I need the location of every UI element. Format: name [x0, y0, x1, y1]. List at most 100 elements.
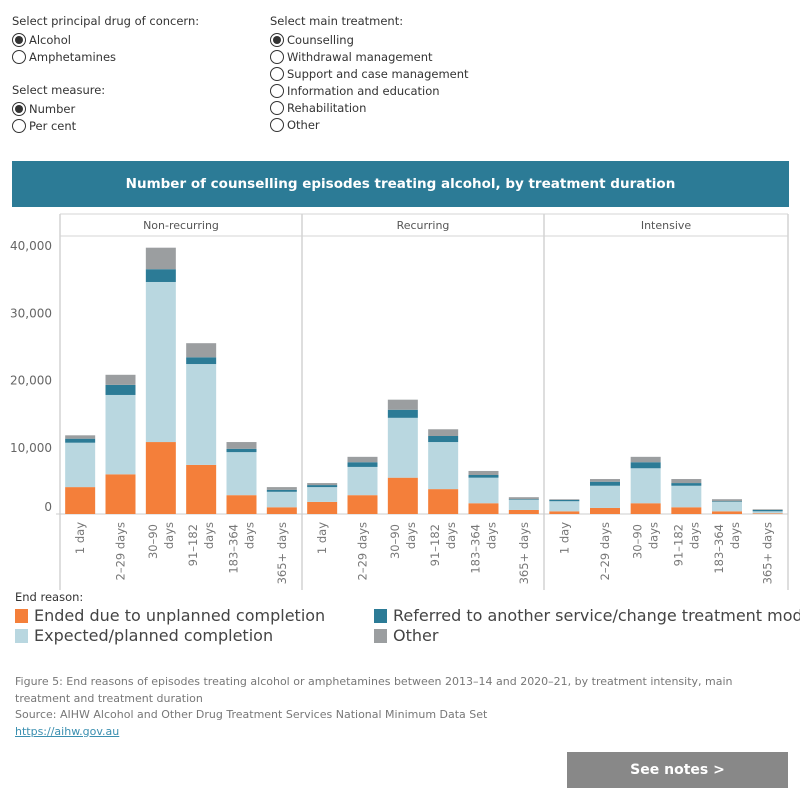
radio-support-case-management[interactable]: Support and case management	[270, 65, 469, 82]
x-tick-label: 365+ days	[275, 522, 289, 584]
legend-swatch	[374, 608, 387, 623]
bar-segment	[387, 399, 418, 410]
radio-amphetamines[interactable]: Amphetamines	[12, 48, 199, 65]
bar-segment	[226, 442, 257, 449]
legend-item-other[interactable]: Other	[374, 626, 438, 645]
drug-selector-label: Select principal drug of concern:	[12, 14, 200, 28]
bar-segment	[590, 481, 620, 486]
aihw-link[interactable]: https://aihw.gov.au	[15, 724, 120, 738]
radio-other[interactable]: Other	[270, 116, 469, 133]
x-tick-label-text: 2–29 days	[114, 522, 128, 581]
bar-segment	[186, 364, 217, 465]
bar-segment	[630, 462, 661, 469]
radio-unselected-icon[interactable]	[270, 66, 284, 81]
x-tick-label-text: days	[485, 522, 499, 549]
bar-segment	[226, 452, 257, 496]
radio-withdrawal-management[interactable]: Withdrawal management	[270, 48, 469, 65]
legend-title: End reason:	[15, 590, 84, 604]
legend-item-referred[interactable]: Referred to another service/change treat…	[374, 606, 800, 625]
x-tick-label-text: days	[162, 522, 176, 549]
legend-label: Other	[393, 626, 439, 645]
bar-segment	[226, 448, 257, 453]
bar-segment	[65, 438, 96, 443]
bar-segment	[307, 487, 338, 502]
legend-label: Expected/planned completion	[34, 626, 274, 645]
legend: End reason:	[15, 590, 83, 608]
radio-per-cent[interactable]: Per cent	[12, 117, 105, 134]
x-tick-label-text: days	[404, 522, 418, 549]
bar-segment	[468, 474, 499, 478]
x-tick-label-text: 365+ days	[761, 522, 775, 584]
option-label: Support and case management	[287, 66, 469, 81]
legend-swatch	[15, 628, 28, 643]
bar-segment	[468, 477, 499, 504]
radio-selected-icon[interactable]	[12, 32, 26, 47]
bar-segment	[307, 485, 338, 488]
x-tick-label-text: 91–182	[671, 524, 685, 566]
bar-segment	[307, 483, 338, 486]
bar-segment	[105, 384, 136, 395]
x-tick-label-text: 2–29 days	[356, 522, 370, 581]
bar-segment	[347, 456, 378, 463]
bar-segment	[387, 409, 418, 418]
bar-segment	[468, 470, 499, 475]
radio-number[interactable]: Number	[12, 100, 105, 117]
measure-selector: Select measure: Number Per cent	[12, 83, 105, 134]
radio-unselected-icon[interactable]	[270, 117, 284, 132]
x-tick-label: 91–182 days	[671, 522, 701, 566]
x-tick-label-text: 1 day	[73, 522, 87, 554]
source-note: Source: AIHW Alcohol and Other Drug Trea…	[15, 708, 488, 721]
bar-segment	[671, 479, 702, 484]
bar-segment	[508, 499, 539, 500]
bar-segment	[65, 442, 96, 488]
bar-segment	[387, 477, 418, 514]
bar-segment	[590, 485, 620, 508]
radio-unselected-icon[interactable]	[270, 100, 284, 115]
stacked-bar-chart: 0 10,000 20,000 30,000 40,000 Non-recurring 1 …	[10, 213, 789, 590]
x-tick-label-text: 1 day	[315, 522, 329, 554]
bar-segment	[428, 442, 459, 490]
bar-segment	[105, 394, 136, 475]
bar-segment	[590, 479, 620, 482]
bar-segment	[671, 507, 702, 514]
legend-label: Ended due to unplanned completion	[34, 606, 326, 625]
radio-unselected-icon[interactable]	[270, 49, 284, 64]
x-tick-label: 1 day	[315, 522, 329, 554]
see-notes-button[interactable]: See notes >	[567, 752, 788, 788]
radio-alcohol[interactable]: Alcohol	[12, 31, 199, 48]
x-tick-label: 2–29 days	[598, 522, 612, 581]
radio-selected-icon[interactable]	[12, 101, 26, 116]
panel-header-intensive: Intensive	[641, 219, 692, 232]
bar-segment	[428, 489, 459, 514]
radio-information-education[interactable]: Information and education	[270, 82, 469, 99]
bar-segment	[65, 435, 96, 439]
option-label: Per cent	[29, 118, 77, 133]
radio-counselling[interactable]: Counselling	[270, 31, 469, 48]
x-tick-label-text: 2–29 days	[598, 522, 612, 581]
bar-segment	[508, 497, 539, 500]
bar-segment	[468, 503, 499, 514]
radio-rehabilitation[interactable]: Rehabilitation	[270, 99, 469, 116]
x-tick-label-text: 30–90	[631, 524, 645, 559]
bar-segment	[712, 501, 742, 502]
bar-segment	[186, 357, 217, 365]
radio-unselected-icon[interactable]	[12, 118, 26, 133]
option-label: Information and education	[287, 83, 440, 98]
bar-segment	[752, 509, 783, 510]
radio-selected-icon[interactable]	[270, 32, 284, 47]
treatment-selector: Select main treatment: Counselling Withd…	[270, 14, 469, 133]
radio-unselected-icon[interactable]	[270, 83, 284, 98]
bar-segment	[307, 501, 338, 514]
bar-segment	[266, 491, 297, 508]
panel-header-recurring: Recurring	[397, 219, 450, 232]
bar-segment	[630, 468, 661, 504]
legend-item-unplanned[interactable]: Ended due to unplanned completion	[15, 606, 325, 625]
x-tick-label: 91–182 days	[428, 522, 458, 566]
radio-unselected-icon[interactable]	[12, 49, 26, 64]
bar-segment	[65, 487, 96, 514]
bar-segment	[145, 442, 176, 514]
bar-segment	[549, 499, 580, 502]
legend-item-planned[interactable]: Expected/planned completion	[15, 626, 273, 645]
bar-segment	[549, 501, 580, 512]
legend-swatch	[374, 628, 387, 643]
